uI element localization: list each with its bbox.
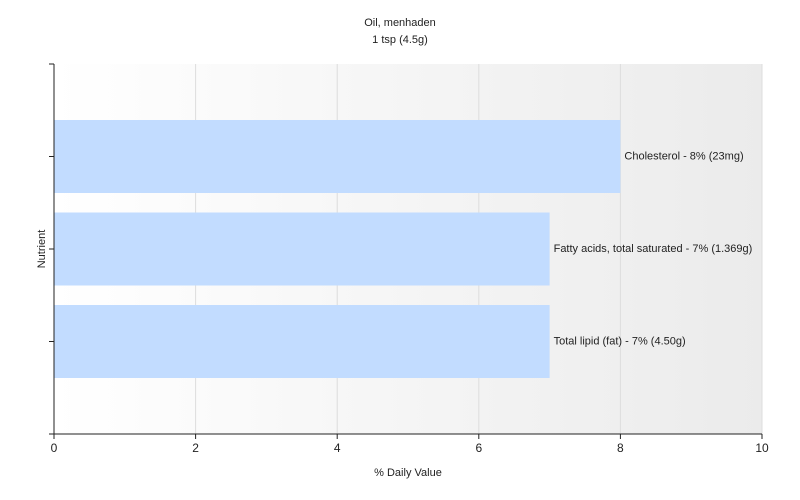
y-axis-label: Nutrient	[36, 230, 48, 269]
x-tick-label: 0	[51, 441, 58, 455]
x-tick-label: 10	[755, 441, 769, 455]
chart-title: Oil, menhaden	[364, 17, 436, 29]
x-tick-label: 8	[617, 441, 624, 455]
x-tick-label: 2	[192, 441, 199, 455]
bar	[54, 120, 621, 193]
x-tick-label: 4	[334, 441, 341, 455]
value-label: Fatty acids, total saturated - 7% (1.369…	[554, 243, 753, 255]
value-label: Total lipid (fat) - 7% (4.50g)	[554, 335, 686, 347]
x-axis-label: % Daily Value	[374, 467, 442, 479]
bar	[54, 305, 550, 378]
value-label: Cholesterol - 8% (23mg)	[624, 150, 743, 162]
x-tick-label: 6	[475, 441, 482, 455]
chart-subtitle: 1 tsp (4.5g)	[372, 34, 428, 46]
bar	[54, 212, 550, 286]
